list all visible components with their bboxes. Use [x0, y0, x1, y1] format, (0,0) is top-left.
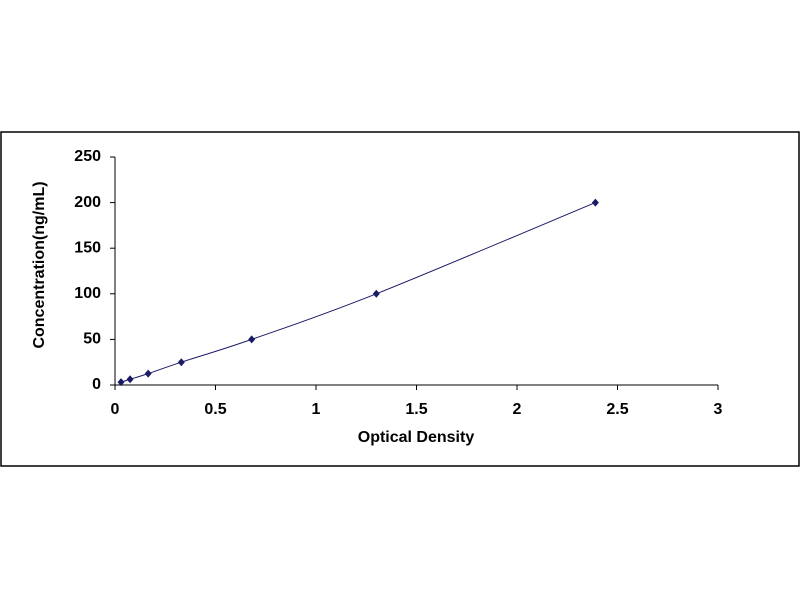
y-tick-label: 200 — [74, 194, 101, 211]
data-point — [144, 369, 152, 378]
x-tick-label: 2 — [513, 401, 522, 418]
data-point — [126, 375, 134, 384]
y-tick-label: 0 — [92, 376, 101, 393]
x-axis-title: Optical Density — [358, 429, 475, 446]
y-axis-title: Concentration(ng/mL) — [31, 181, 48, 348]
x-tick-label: 3 — [714, 401, 723, 418]
y-tick-label: 100 — [74, 285, 101, 302]
data-point — [177, 358, 185, 367]
y-tick-label: 250 — [74, 148, 101, 165]
x-tick-label: 1 — [312, 401, 321, 418]
y-tick-label: 50 — [83, 331, 101, 348]
chart-frame — [0, 131, 800, 467]
data-point — [591, 198, 599, 207]
x-tick-label: 0.5 — [204, 401, 226, 418]
data-point — [117, 378, 125, 387]
x-tick-label: 2.5 — [606, 401, 628, 418]
data-point — [248, 335, 256, 344]
x-tick-label: 0 — [111, 401, 120, 418]
y-tick-label: 150 — [74, 239, 101, 256]
data-point — [372, 289, 380, 298]
x-tick-label: 1.5 — [405, 401, 427, 418]
